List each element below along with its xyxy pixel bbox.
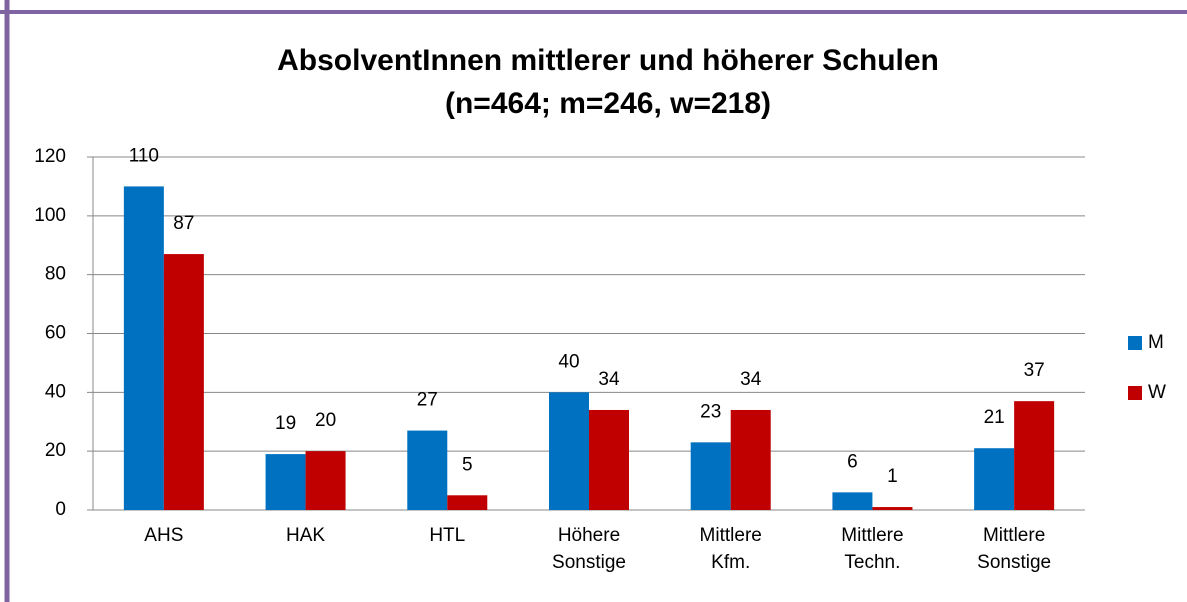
value-label: 21 <box>984 407 1005 428</box>
bar <box>305 451 346 510</box>
bar <box>974 448 1015 510</box>
chart-title: AbsolventInnen mittlerer und höherer Sch… <box>277 44 939 77</box>
legend-label: W <box>1148 382 1166 403</box>
chart-subtitle: (n=464; m=246, w=218) <box>445 87 771 120</box>
value-label: 87 <box>173 213 194 234</box>
value-label: 34 <box>740 369 762 390</box>
x-tick-label: Mittlere Kfm. <box>699 525 762 573</box>
value-label: 110 <box>129 145 159 166</box>
value-label: 40 <box>558 351 579 372</box>
legend-label: M <box>1148 332 1164 353</box>
bar <box>730 409 771 510</box>
bar <box>690 442 731 510</box>
bar <box>123 186 164 510</box>
y-tick-label: 120 <box>34 146 66 167</box>
x-tick-label: Höhere Sonstige <box>552 525 626 573</box>
value-label: 27 <box>417 390 438 411</box>
y-tick-label: 20 <box>45 440 66 461</box>
value-label: 6 <box>847 451 858 472</box>
value-label: 23 <box>700 401 721 422</box>
x-tick-label: Mittlere Sonstige <box>977 525 1052 573</box>
bar <box>447 495 488 510</box>
value-label: 34 <box>598 369 620 390</box>
x-tick-label: HAK <box>286 525 326 546</box>
bar <box>163 254 204 510</box>
value-label: 19 <box>275 413 296 434</box>
bar <box>549 392 589 510</box>
value-label: 1 <box>887 466 898 487</box>
bar <box>407 430 448 510</box>
bar <box>589 409 629 510</box>
y-tick-label: 80 <box>45 264 66 285</box>
x-tick-label: HTL <box>429 525 466 546</box>
x-tick-label: Mittlere Techn. <box>841 525 904 573</box>
value-label: 5 <box>462 454 473 475</box>
x-tick-label: AHS <box>144 525 184 546</box>
value-label: 20 <box>315 410 336 431</box>
y-tick-label: 0 <box>55 499 66 520</box>
bar <box>265 454 306 510</box>
y-tick-label: 40 <box>45 381 66 402</box>
bar <box>1014 401 1055 510</box>
value-label: 37 <box>1024 360 1045 381</box>
y-tick-label: 60 <box>45 323 66 344</box>
legend-swatch <box>1128 336 1142 350</box>
bar <box>872 507 913 510</box>
bar <box>832 492 873 510</box>
legend-swatch <box>1128 386 1142 400</box>
y-tick-label: 100 <box>34 205 66 226</box>
